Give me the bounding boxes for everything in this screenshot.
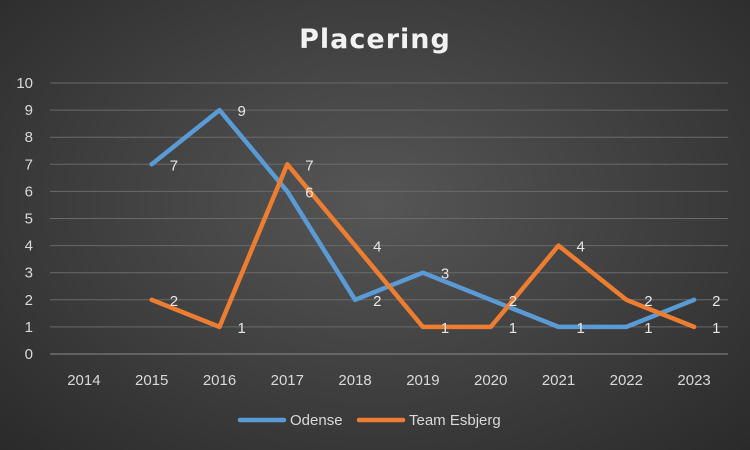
legend-item-2[interactable]: Team Esbjerg [356, 412, 501, 429]
y-tick-label: 1 [25, 319, 33, 336]
data-label: 7 [170, 157, 178, 174]
y-tick-label: 4 [25, 238, 33, 255]
y-tick-label: 10 [16, 75, 33, 92]
x-tick-label: 2023 [677, 372, 710, 389]
x-tick-label: 2015 [135, 372, 168, 389]
data-label: 1 [441, 320, 449, 337]
data-label: 7 [305, 157, 313, 174]
data-label: 2 [712, 293, 720, 310]
data-label: 4 [577, 239, 585, 256]
x-tick-label: 2014 [67, 372, 100, 389]
data-label: 3 [441, 266, 449, 283]
x-tick-label: 2018 [338, 372, 371, 389]
data-label: 2 [509, 293, 517, 310]
series-lines [149, 107, 697, 330]
legend-label: Odense [290, 412, 343, 429]
x-tick-label: 2017 [271, 372, 304, 389]
data-label: 1 [238, 320, 246, 337]
x-tick-label: 2016 [203, 372, 236, 389]
series-line-1 [149, 107, 697, 330]
x-axis: 2014 2015 2016 2017 2018 2019 2020 2021 2022 2023 [67, 372, 711, 389]
data-labels: 7 9 6 2 3 2 1 1 2 2 1 7 4 1 1 4 2 1 [170, 103, 721, 337]
y-tick-label: 2 [25, 292, 33, 309]
y-tick-label: 8 [25, 129, 33, 146]
data-label: 9 [238, 103, 246, 120]
data-label: 6 [305, 184, 313, 201]
data-label: 1 [644, 320, 652, 337]
legend-item-1[interactable]: Odense [237, 412, 343, 429]
data-label: 4 [373, 239, 381, 256]
x-tick-label: 2022 [610, 372, 643, 389]
y-tick-label: 7 [25, 156, 33, 173]
x-tick-label: 2021 [542, 372, 575, 389]
legend[interactable]: Odense Team Esbjerg [237, 412, 501, 429]
data-label: 2 [644, 293, 652, 310]
y-tick-label: 0 [25, 346, 33, 363]
data-label: 2 [170, 293, 178, 310]
x-tick-label: 2020 [474, 372, 507, 389]
y-tick-label: 5 [25, 211, 33, 228]
gridlines [50, 82, 728, 355]
x-tick-label: 2019 [406, 372, 439, 389]
data-label: 1 [712, 320, 720, 337]
data-label: 1 [577, 320, 585, 337]
y-axis: 0 1 2 3 4 5 6 7 8 9 10 [16, 75, 33, 363]
y-tick-label: 3 [25, 265, 33, 282]
series-line-2 [149, 162, 697, 330]
legend-label: Team Esbjerg [409, 412, 501, 429]
y-tick-label: 6 [25, 183, 33, 200]
data-label: 1 [509, 320, 517, 337]
data-label: 2 [373, 293, 381, 310]
chart-title: Placering [299, 24, 451, 55]
y-tick-label: 9 [25, 102, 33, 119]
